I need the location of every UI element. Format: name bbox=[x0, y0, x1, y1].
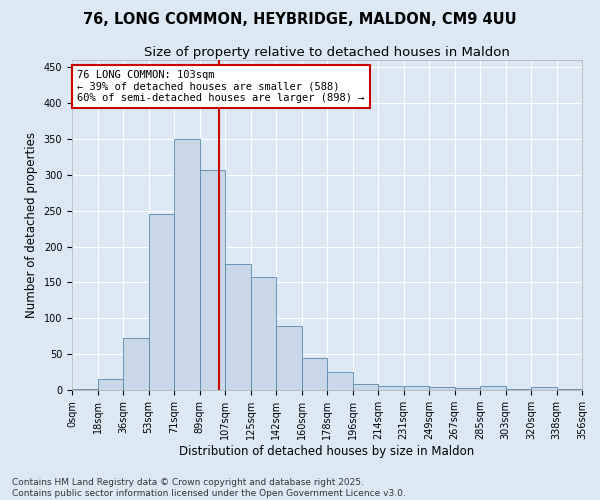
Text: 76 LONG COMMON: 103sqm
← 39% of detached houses are smaller (588)
60% of semi-de: 76 LONG COMMON: 103sqm ← 39% of detached… bbox=[77, 70, 365, 103]
Bar bbox=[302, 358, 327, 390]
Bar bbox=[353, 384, 378, 390]
Bar bbox=[429, 387, 455, 390]
Text: Contains HM Land Registry data © Crown copyright and database right 2025.
Contai: Contains HM Land Registry data © Crown c… bbox=[12, 478, 406, 498]
Bar bbox=[455, 388, 480, 390]
X-axis label: Distribution of detached houses by size in Maldon: Distribution of detached houses by size … bbox=[179, 444, 475, 458]
Bar bbox=[404, 386, 429, 390]
Y-axis label: Number of detached properties: Number of detached properties bbox=[25, 132, 38, 318]
Text: 76, LONG COMMON, HEYBRIDGE, MALDON, CM9 4UU: 76, LONG COMMON, HEYBRIDGE, MALDON, CM9 … bbox=[83, 12, 517, 28]
Bar bbox=[149, 214, 174, 390]
Bar bbox=[276, 326, 302, 390]
Bar bbox=[123, 338, 149, 390]
Bar bbox=[531, 387, 557, 390]
Bar bbox=[97, 379, 123, 390]
Bar bbox=[251, 276, 276, 390]
Title: Size of property relative to detached houses in Maldon: Size of property relative to detached ho… bbox=[144, 46, 510, 59]
Bar bbox=[480, 386, 505, 390]
Bar bbox=[174, 139, 199, 390]
Bar bbox=[199, 170, 225, 390]
Bar bbox=[72, 388, 97, 390]
Bar bbox=[327, 372, 353, 390]
Bar bbox=[225, 264, 251, 390]
Bar bbox=[378, 386, 404, 390]
